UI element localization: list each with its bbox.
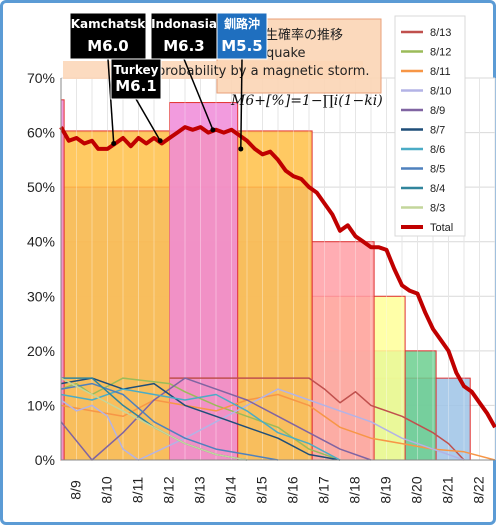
legend-label: 8/4 <box>430 183 445 195</box>
callout-quake-name: Indonasia <box>151 17 217 31</box>
y-tick-label: 20% <box>27 343 55 359</box>
x-tick-label: 8/18 <box>347 476 363 503</box>
chart-title-line-1: 生確率の推移 <box>265 27 343 43</box>
legend-label: Total <box>430 222 453 234</box>
x-tick-label: 8/16 <box>285 476 301 503</box>
callout-magnitude: M6.3 <box>163 37 205 55</box>
callout-pointer <box>240 58 243 149</box>
legend-label: 8/13 <box>430 27 451 39</box>
callout-pointer-head <box>210 127 216 133</box>
x-tick-label: 8/20 <box>409 476 425 503</box>
legend-label: 8/11 <box>430 66 451 78</box>
callout-magnitude: M5.5 <box>221 37 263 55</box>
callout-box <box>216 12 268 60</box>
callout-pointer <box>107 58 115 144</box>
callout-pointer-head <box>111 140 117 146</box>
series-line-8-5 <box>60 382 279 461</box>
callout-pointer-head <box>157 138 163 144</box>
callout-pointer <box>135 98 161 142</box>
x-tick-label: 8/13 <box>192 476 208 503</box>
callout-magnitude: M6.0 <box>87 37 129 55</box>
series-line-8-7 <box>60 377 341 461</box>
legend-label: 8/9 <box>430 105 445 117</box>
series-line-8-3 <box>60 377 248 461</box>
legend-label: 8/7 <box>430 125 445 137</box>
callout-quake-name: 釧路沖 <box>223 16 260 31</box>
callout-box <box>110 58 162 100</box>
x-tick-label: 8/10 <box>99 476 115 503</box>
callout-pointer <box>183 58 214 131</box>
legend-label: 8/6 <box>430 144 445 156</box>
series-line-8-13 <box>169 377 465 461</box>
x-tick-label: 8/22 <box>471 476 487 503</box>
y-tick-label: 40% <box>27 234 55 250</box>
legend-label: 8/5 <box>430 164 445 176</box>
probability-chart: 0% 10% 20% 30% 40% 50% 60% 70% 8/9 8/10 8/11 8/12 8/… <box>27 12 496 504</box>
x-tick-label: 8/9 <box>68 480 84 500</box>
y-tick-label: 30% <box>27 288 55 304</box>
series-line-8-9 <box>60 377 372 461</box>
x-tick-label: 8/21 <box>440 476 456 503</box>
y-tick-label: 60% <box>27 125 55 141</box>
x-tick-label: 8/15 <box>254 476 270 503</box>
callout-quake-name: Kamchatsk <box>71 17 147 31</box>
chart-title-line-3: probability by a magnetic storm. <box>157 64 370 79</box>
y-tick-label: 50% <box>27 179 55 195</box>
series-line-8-10 <box>60 388 465 461</box>
x-tick-label: 8/11 <box>130 477 146 503</box>
callout-pointer-head <box>238 146 244 152</box>
series-line-8-11 <box>60 393 496 461</box>
legend-label: 8/12 <box>430 47 451 59</box>
x-tick-label: 8/14 <box>223 476 239 503</box>
y-tick-label: 70% <box>27 70 55 86</box>
callout-quake-name: Turkey <box>114 63 159 77</box>
x-tick-label: 8/17 <box>316 476 332 503</box>
y-tick-label: 0% <box>35 452 55 468</box>
series-line-8-6 <box>60 388 341 461</box>
probability-formula: M6+[%]=1−∏i(1−ki) <box>230 93 383 109</box>
series-line-total <box>59 125 496 429</box>
legend-label: 8/3 <box>430 203 445 215</box>
chart-title-line-2: quake <box>266 46 306 61</box>
y-tick-label: 10% <box>27 397 55 413</box>
callout-magnitude: M6.1 <box>115 77 157 95</box>
x-tick-label: 8/12 <box>161 476 177 503</box>
callout-box <box>69 12 147 60</box>
legend-label: 8/10 <box>430 86 451 98</box>
x-tick-label: 8/19 <box>378 476 394 503</box>
